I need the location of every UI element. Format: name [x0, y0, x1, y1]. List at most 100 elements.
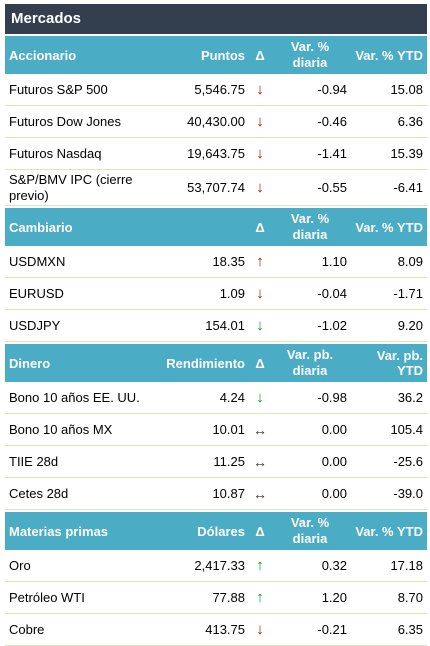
instrument-value: 10.87 — [212, 486, 245, 501]
daily-change: -1.02 — [317, 318, 347, 333]
section-header-2: Dinero Rendimiento Δ Var. pb. diaria Var. pb… — [5, 342, 427, 382]
ytd-change: 105.4 — [390, 422, 423, 437]
column-header-value: Rendimiento — [166, 355, 245, 371]
arrow-down-icon: ↓ — [256, 113, 264, 130]
table-row: Bono 10 años MX 10.01 ↔ 0.00 105.4 — [5, 414, 427, 446]
instrument-name: Cobre — [9, 622, 45, 637]
column-header-daily: Var. % diaria — [290, 211, 330, 242]
daily-change: -1.41 — [317, 146, 347, 161]
section-name: Accionario — [9, 47, 77, 63]
table-row: Futuros Dow Jones 40,430.00 ↓ -0.46 6.36 — [5, 106, 427, 138]
table-row: USDJPY 154.01 ↓ -1.02 9.20 — [5, 310, 427, 342]
daily-change: 0.00 — [321, 454, 347, 469]
daily-change: 0.32 — [321, 558, 347, 573]
instrument-name: TIIE 28d — [9, 454, 59, 469]
table-row: Cetes 28d 10.87 ↔ 0.00 -39.0 — [5, 478, 427, 510]
instrument-name: Futuros S&P 500 — [9, 82, 108, 97]
table-row: USDMXN 18.35 ↑ 1.10 8.09 — [5, 246, 427, 278]
daily-change: -0.55 — [317, 180, 347, 195]
table-row: Futuros S&P 500 5,546.75 ↓ -0.94 15.08 — [5, 74, 427, 106]
ytd-change: 6.35 — [397, 622, 423, 637]
arrow-up-icon: ↑ — [256, 557, 264, 574]
column-header-daily: Var. % diaria — [290, 515, 330, 546]
instrument-name: Futuros Dow Jones — [9, 114, 121, 129]
instrument-value: 18.35 — [212, 254, 245, 269]
ytd-change: 8.09 — [397, 254, 423, 269]
arrow-down-icon: ↓ — [256, 81, 264, 98]
table-row: TIIE 28d 11.25 ↔ 0.00 -25.6 — [5, 446, 427, 478]
daily-change: 0.00 — [321, 422, 347, 437]
arrow-down-icon: ↓ — [256, 621, 264, 638]
ytd-change: 36.2 — [397, 390, 423, 405]
daily-change: -0.98 — [317, 390, 347, 405]
ytd-change: -6.41 — [393, 180, 423, 195]
column-header-ytd: Var. % YTD — [355, 219, 423, 235]
section-name: Cambiario — [9, 219, 73, 235]
arrow-up-icon: ↑ — [256, 253, 264, 270]
instrument-value: 4.24 — [219, 390, 245, 405]
column-header-delta: Δ — [255, 523, 265, 539]
column-header-daily: Var. pb. diaria — [286, 347, 334, 378]
arrow-down-icon: ↓ — [256, 285, 264, 302]
arrow-down-icon: ↓ — [256, 317, 264, 334]
column-header-ytd: Var. pb. YTD — [376, 348, 423, 378]
arrow-down-icon: ↓ — [256, 179, 264, 196]
column-header-ytd: Var. % YTD — [355, 47, 423, 63]
instrument-value: 154.01 — [205, 318, 245, 333]
instrument-name: Oro — [9, 558, 31, 573]
table-title: Mercados — [5, 4, 427, 34]
section-header-1: Cambiario Δ Var. % diaria Var. % YTD — [5, 206, 427, 246]
table-row: Bono 10 años EE. UU. 4.24 ↓ -0.98 36.2 — [5, 382, 427, 414]
arrow-up-icon: ↑ — [256, 589, 264, 606]
arrow-left-right-icon: ↔ — [253, 421, 267, 438]
markets-table: Mercados Accionario Puntos Δ Var. % diaria V… — [5, 4, 427, 646]
instrument-value: 2,417.33 — [194, 558, 245, 573]
section-header-0: Accionario Puntos Δ Var. % diaria Var. % YTD — [5, 34, 427, 74]
table-row: EURUSD 1.09 ↓ -0.04 -1.71 — [5, 278, 427, 310]
instrument-name: EURUSD — [9, 286, 64, 301]
instrument-name: Cetes 28d — [9, 486, 69, 501]
instrument-value: 413.75 — [205, 622, 245, 637]
ytd-change: 8.70 — [397, 590, 423, 605]
instrument-name: S&P/BMV IPC (cierre previo) — [9, 171, 133, 203]
instrument-value: 5,546.75 — [194, 82, 245, 97]
instrument-name: Bono 10 años EE. UU. — [9, 390, 140, 405]
ytd-change: 17.18 — [390, 558, 423, 573]
daily-change: -0.94 — [317, 82, 347, 97]
instrument-name: USDMXN — [9, 254, 66, 269]
daily-change: 1.10 — [321, 254, 347, 269]
instrument-value: 19,643.75 — [187, 146, 245, 161]
table-row: Oro 2,417.33 ↑ 0.32 17.18 — [5, 550, 427, 582]
daily-change: 1.20 — [321, 590, 347, 605]
section-name: Dinero — [9, 355, 51, 371]
ytd-change: 6.36 — [397, 114, 423, 129]
instrument-name: Futuros Nasdaq — [9, 146, 102, 161]
arrow-left-right-icon: ↔ — [253, 485, 267, 502]
instrument-value: 53,707.74 — [187, 180, 245, 195]
column-header-delta: Δ — [255, 355, 265, 371]
instrument-value: 10.01 — [212, 422, 245, 437]
ytd-change: 15.39 — [390, 146, 423, 161]
ytd-change: -25.6 — [393, 454, 423, 469]
column-header-delta: Δ — [255, 47, 265, 63]
instrument-value: 77.88 — [212, 590, 245, 605]
sections-container: Accionario Puntos Δ Var. % diaria Var. % YTD… — [5, 34, 427, 646]
daily-change: -0.46 — [317, 114, 347, 129]
column-header-value: Dólares — [197, 523, 245, 539]
ytd-change: -1.71 — [393, 286, 423, 301]
ytd-change: 9.20 — [397, 318, 423, 333]
section-header-3: Materias primas Dólares Δ Var. % diaria Var.… — [5, 510, 427, 550]
instrument-name: Petróleo WTI — [9, 590, 85, 605]
instrument-value: 1.09 — [219, 286, 245, 301]
table-row: Cobre 413.75 ↓ -0.21 6.35 — [5, 614, 427, 646]
table-row: Futuros Nasdaq 19,643.75 ↓ -1.41 15.39 — [5, 138, 427, 170]
instrument-name: Bono 10 años MX — [9, 422, 113, 437]
daily-change: -0.04 — [317, 286, 347, 301]
arrow-down-icon: ↓ — [256, 389, 264, 406]
instrument-value: 40,430.00 — [187, 114, 245, 129]
arrow-left-right-icon: ↔ — [253, 453, 267, 470]
daily-change: 0.00 — [321, 486, 347, 501]
table-row: Petróleo WTI 77.88 ↑ 1.20 8.70 — [5, 582, 427, 614]
instrument-value: 11.25 — [213, 454, 245, 469]
daily-change: -0.21 — [317, 622, 347, 637]
